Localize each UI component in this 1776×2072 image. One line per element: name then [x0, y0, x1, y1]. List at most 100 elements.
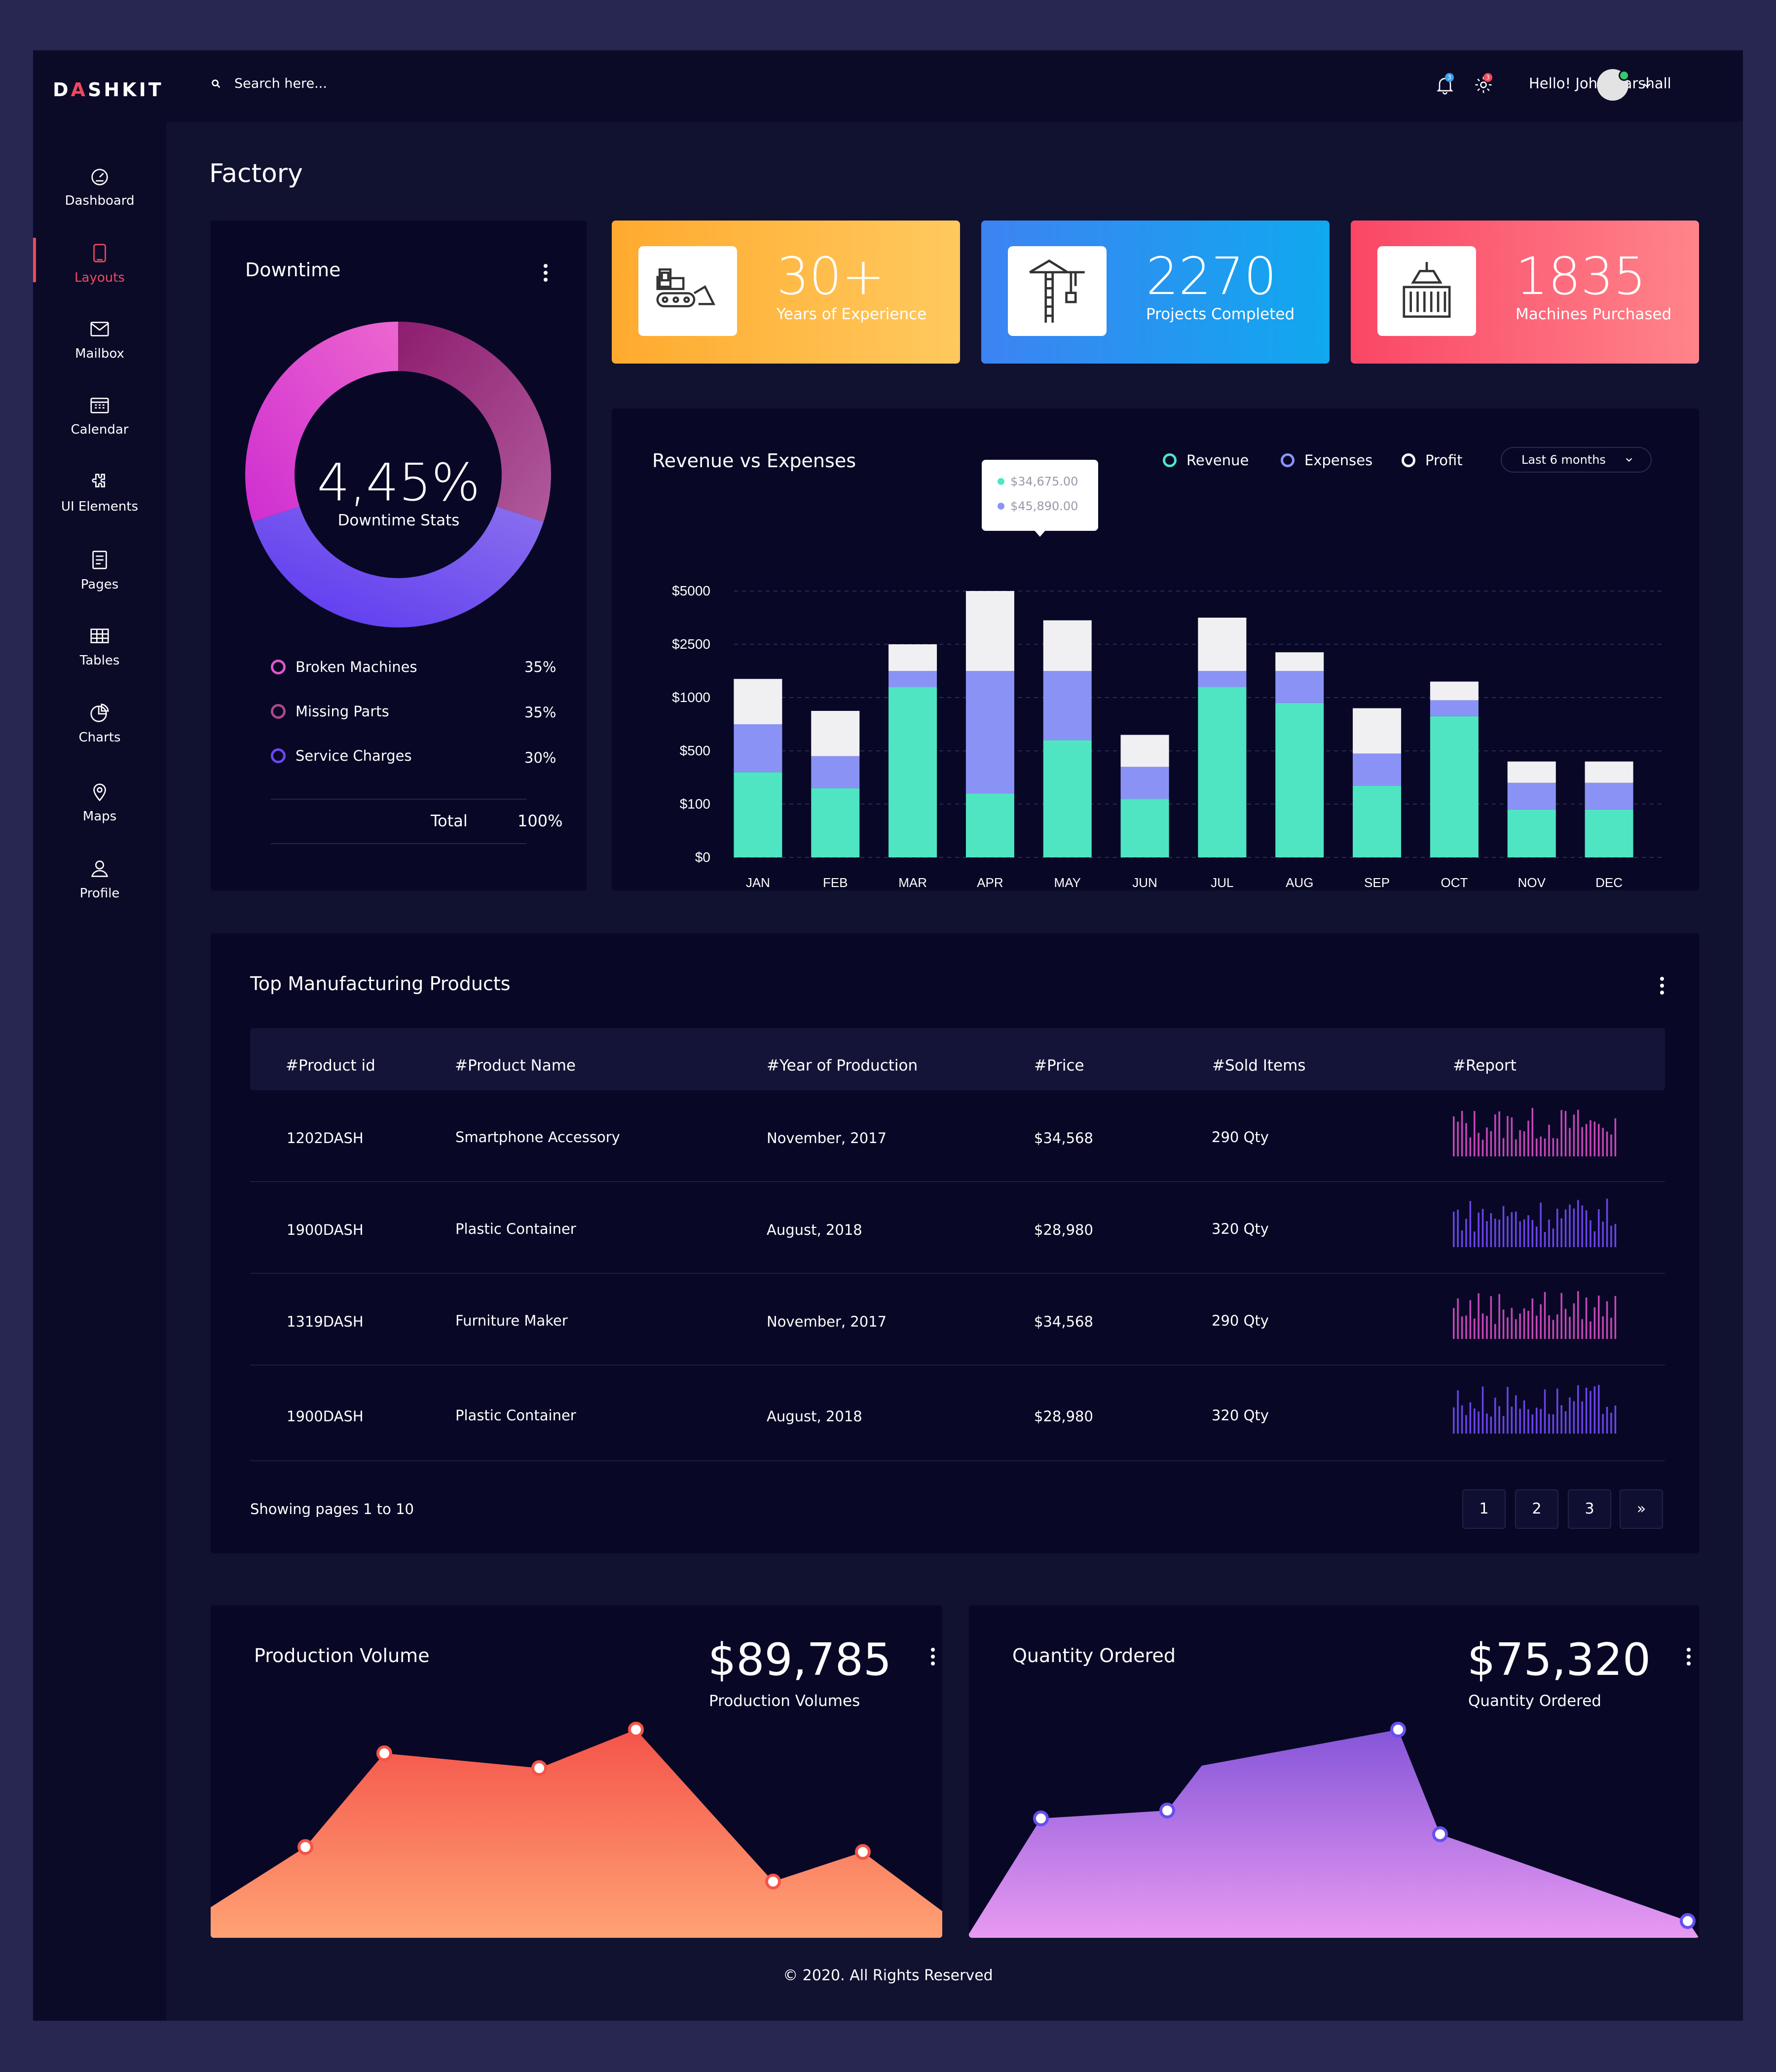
bar-expenses[interactable] — [1043, 671, 1092, 740]
bar-revenue[interactable] — [1430, 716, 1479, 857]
bar-revenue[interactable] — [888, 687, 937, 857]
bar-expenses[interactable] — [1430, 700, 1479, 716]
downtime-menu-icon[interactable] — [544, 264, 549, 285]
spark-bar — [1593, 1121, 1596, 1156]
bar-profit[interactable] — [1198, 618, 1247, 671]
spark-bar — [1560, 1110, 1562, 1156]
chevron-down-icon[interactable] — [1643, 82, 1652, 89]
column-header-name[interactable]: #Product Name — [455, 1057, 576, 1074]
column-header-sold[interactable]: #Sold Items — [1212, 1057, 1306, 1074]
bar-profit[interactable] — [1120, 735, 1169, 767]
sidebar-item-ui-elements[interactable]: UI Elements — [33, 471, 166, 514]
divider — [271, 843, 526, 844]
spark-bar — [1478, 1212, 1480, 1247]
bar-revenue[interactable] — [1353, 785, 1402, 857]
spark-bar — [1585, 1210, 1588, 1247]
sidebar-item-layouts[interactable]: Layouts — [33, 238, 166, 285]
page-button-1[interactable]: 1 — [1462, 1489, 1506, 1529]
bar-profit[interactable] — [888, 644, 937, 671]
production-menu-icon[interactable] — [931, 1648, 936, 1668]
bar-expenses[interactable] — [1120, 767, 1169, 799]
app-logo[interactable]: DASHKIT — [53, 79, 164, 101]
bar-expenses[interactable] — [1353, 753, 1402, 786]
sidebar-item-maps[interactable]: Maps — [33, 780, 166, 824]
column-header-report[interactable]: #Report — [1453, 1057, 1517, 1074]
bar-revenue[interactable] — [965, 793, 1014, 857]
stat-value: 2270 — [1146, 246, 1277, 306]
next-page-button[interactable]: » — [1620, 1489, 1663, 1529]
sidebar-item-profile[interactable]: Profile — [33, 857, 166, 901]
spark-bar — [1457, 1209, 1459, 1247]
search-box[interactable]: Search here... — [211, 76, 327, 91]
avatar[interactable] — [1597, 69, 1629, 101]
sidebar-item-tables[interactable]: Tables — [33, 625, 166, 668]
cell-name: Furniture Maker — [455, 1312, 568, 1329]
bar-expenses[interactable] — [1507, 782, 1556, 810]
bar-revenue[interactable] — [1585, 809, 1633, 857]
bar-expenses[interactable] — [888, 671, 937, 687]
bar-revenue[interactable] — [734, 772, 782, 857]
sidebar-item-mailbox[interactable]: Mailbox — [33, 318, 166, 361]
bar-profit[interactable] — [1507, 761, 1556, 783]
bar-expenses[interactable] — [811, 756, 860, 788]
search-input[interactable]: Search here... — [234, 76, 327, 91]
bar-expenses[interactable] — [734, 724, 782, 773]
bar-revenue[interactable] — [1120, 799, 1169, 857]
spark-bar — [1536, 1407, 1538, 1434]
tooltip-expenses-value: $45,890.00 — [1010, 499, 1078, 513]
y-tick-label: $1000 — [672, 690, 710, 705]
bar-profit[interactable] — [1043, 620, 1092, 671]
sidebar-item-pages[interactable]: Pages — [33, 549, 166, 592]
period-select[interactable]: Last 6 months — [1501, 447, 1652, 473]
bar-profit[interactable] — [811, 711, 860, 756]
legend-label: Expenses — [1304, 452, 1373, 469]
cell-year: November, 2017 — [767, 1313, 887, 1330]
data-point — [376, 1745, 392, 1761]
stat-value: 1835 — [1516, 246, 1646, 306]
bar-profit[interactable] — [734, 679, 782, 724]
column-header-year[interactable]: #Year of Production — [767, 1057, 918, 1074]
bar-profit[interactable] — [1585, 761, 1633, 783]
downtime-card: Downtime 4,45% Downtime Stats Broken Mac… — [211, 221, 587, 890]
spark-bar — [1486, 1127, 1488, 1156]
bar-profit[interactable] — [1275, 652, 1324, 671]
x-tick-label: JAN — [746, 875, 770, 890]
spark-bar — [1498, 1294, 1500, 1339]
page-button-3[interactable]: 3 — [1568, 1489, 1611, 1529]
bar-revenue[interactable] — [1507, 809, 1556, 857]
spark-bar — [1515, 1139, 1517, 1156]
bar-revenue[interactable] — [1198, 687, 1247, 857]
bar-revenue[interactable] — [1043, 740, 1092, 857]
logo-accent: A — [71, 79, 88, 101]
legend-value: 30% — [524, 749, 556, 766]
bar-profit[interactable] — [1353, 708, 1402, 754]
x-tick-label: APR — [977, 875, 1003, 890]
sidebar-item-calendar[interactable]: Calendar — [33, 394, 166, 437]
x-tick-label: MAR — [898, 875, 927, 890]
column-header-id[interactable]: #Product id — [286, 1057, 375, 1074]
spark-bar — [1540, 1304, 1542, 1339]
cell-price: $28,980 — [1034, 1221, 1093, 1238]
page-button-2[interactable]: 2 — [1515, 1489, 1558, 1529]
spark-bar — [1507, 1317, 1509, 1339]
bar-profit[interactable] — [1430, 681, 1479, 701]
bar-profit[interactable] — [965, 591, 1014, 671]
notification-button[interactable]: 3 — [1434, 73, 1456, 98]
spark-bar — [1540, 1202, 1542, 1247]
quantity-menu-icon[interactable] — [1687, 1648, 1692, 1668]
bar-expenses[interactable] — [1275, 671, 1324, 703]
sidebar-item-charts[interactable]: Charts — [33, 702, 166, 745]
spark-bar — [1564, 1209, 1567, 1247]
bar-expenses[interactable] — [965, 671, 1014, 794]
legend-label: Service Charges — [296, 747, 412, 764]
products-menu-icon[interactable] — [1660, 977, 1665, 998]
spark-bar — [1511, 1117, 1513, 1156]
sidebar-item-dashboard[interactable]: Dashboard — [33, 165, 166, 208]
settings-button[interactable]: 3 — [1473, 73, 1494, 98]
bar-expenses[interactable] — [1585, 782, 1633, 810]
spark-bar — [1523, 1219, 1525, 1247]
bar-revenue[interactable] — [1275, 703, 1324, 857]
bar-expenses[interactable] — [1198, 671, 1247, 687]
bar-revenue[interactable] — [811, 788, 860, 857]
column-header-price[interactable]: #Price — [1034, 1057, 1084, 1074]
